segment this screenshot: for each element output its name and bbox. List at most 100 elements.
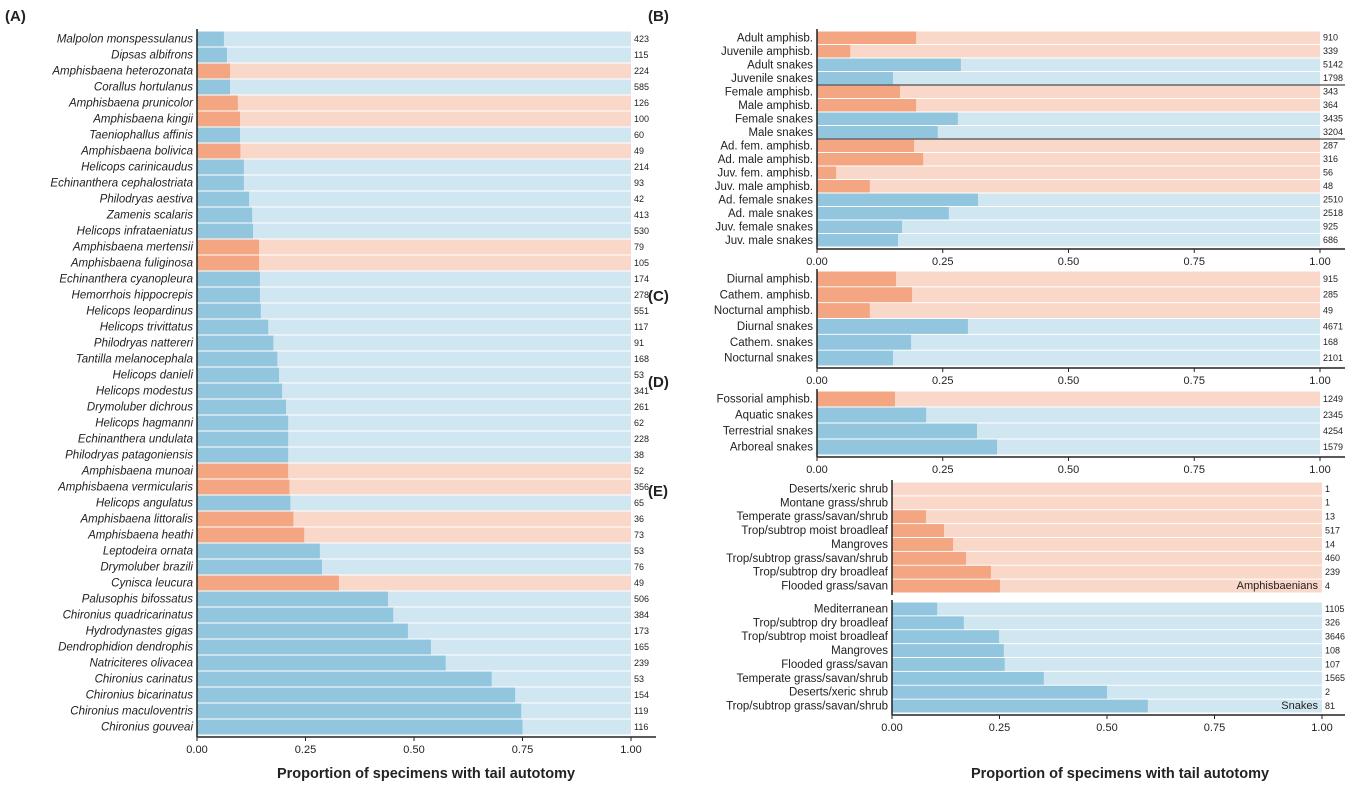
category-label: Drymoluber brazili [100,562,193,574]
category-label: Helicops trivittatus [100,322,194,334]
category-label: Juv. fem. amphisb. [717,167,813,179]
track [197,223,631,239]
track [197,367,631,383]
bar [817,193,978,206]
count-label: 49 [1323,305,1333,315]
category-label: Juvenile snakes [731,73,813,85]
category-label: Trop/subtrop dry broadleaf [753,617,889,629]
count-label: 13 [1325,512,1335,522]
track [197,239,631,255]
count-label: 65 [634,498,644,508]
x-tick-label: 0.00 [806,375,827,387]
bar [197,63,230,79]
bar [817,166,837,179]
bar [197,207,253,223]
track [197,527,631,543]
track [197,47,631,63]
count-label: 316 [1323,154,1338,164]
count-label: 81 [1325,701,1335,711]
category-label: Deserts/xeric shrub [789,687,888,699]
track [892,524,1322,537]
track [197,271,631,287]
track [817,139,1320,152]
category-label: Male snakes [748,127,813,139]
track [892,496,1322,510]
track [817,303,1320,318]
category-label: Chironius carinatus [95,674,194,686]
count-label: 126 [634,98,649,108]
category-label: Montane grass/shrub [780,497,888,509]
category-label: Mangroves [831,645,888,657]
track [197,399,631,415]
count-label: 3204 [1323,127,1343,137]
category-label: Amphisbaena mertensii [72,242,194,254]
bar [197,479,290,495]
count-label: 49 [634,578,644,588]
category-label: Ad. fem. amphisb. [720,140,813,152]
track [197,495,631,511]
bar [817,58,961,71]
bar [817,220,903,233]
x-tick-label: 1.00 [1309,464,1330,476]
count-label: 506 [634,594,649,604]
category-label: Helicops modestus [96,386,193,398]
count-label: 117 [634,322,648,332]
count-label: 4671 [1323,321,1343,331]
track [197,95,631,111]
count-label: 107 [1325,659,1340,669]
bar [892,671,1044,685]
bar [817,423,977,439]
count-label: 585 [634,82,649,92]
track [892,630,1322,644]
track [892,565,1322,579]
track [197,479,631,495]
bar [197,287,260,303]
track [817,180,1320,193]
bar [197,79,230,95]
track [197,287,631,303]
category-label: Fossorial amphisb. [716,394,813,406]
bar [197,655,446,671]
bar [197,447,289,463]
count-label: 925 [1323,222,1338,232]
category-label: Drymoluber dichrous [87,402,193,414]
track [197,159,631,175]
track [817,407,1320,423]
bar [197,111,240,127]
category-label: Juvenile amphisb. [721,46,813,58]
bar [197,591,388,607]
bar [197,239,260,255]
count-label: 1105 [1325,604,1344,614]
category-label: Chironius quadricarinatus [63,610,194,622]
x-tick-label: 0.25 [932,464,953,476]
track [197,351,631,367]
bar [197,415,289,431]
category-label: Leptodeira ornata [103,546,193,558]
bar [817,45,851,58]
track [197,207,631,223]
panel-label: (E) [648,483,668,500]
x-tick-label: 0.00 [881,722,902,734]
bar [892,644,1004,657]
bar [892,538,954,551]
count-label: 173 [634,626,649,636]
count-label: 915 [1323,274,1338,284]
count-label: 1579 [1323,442,1343,452]
category-label: Zamenis scalaris [106,210,194,222]
track [817,334,1320,350]
count-label: 341 [634,386,649,396]
category-label: Echinanthera cephalostriata [50,178,193,190]
count-label: 105 [634,258,649,268]
count-label: 239 [1325,567,1340,577]
bar [817,180,870,193]
category-label: Terrestrial snakes [723,426,813,438]
count-label: 62 [634,418,644,428]
bar [892,616,964,630]
count-label: 76 [634,562,644,572]
track [817,234,1320,247]
category-label: Palusophis bifossatus [82,594,193,606]
category-label: Temperate grass/savan/shrub [737,673,889,685]
category-label: Echinanthera undulata [78,434,193,446]
track [892,538,1322,551]
bar [892,658,1005,671]
